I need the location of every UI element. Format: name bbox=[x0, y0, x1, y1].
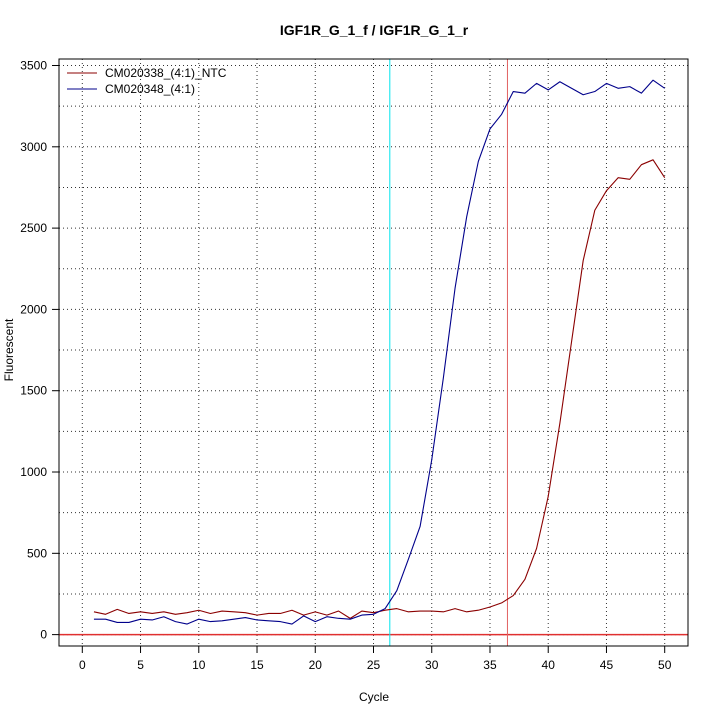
series-line-2 bbox=[93, 79, 666, 625]
y-axis: 0 500 1000 1500 2000 2500 3000 3500 bbox=[20, 59, 59, 642]
x-tick-label: 35 bbox=[483, 658, 497, 672]
grid bbox=[59, 59, 688, 646]
x-tick-label: 0 bbox=[79, 658, 86, 672]
x-tick-label: 5 bbox=[137, 658, 144, 672]
y-tick-label: 500 bbox=[27, 546, 47, 560]
x-tick-label: 30 bbox=[425, 658, 439, 672]
legend: CM020338_(4:1)_NTC CM020348_(4:1) bbox=[67, 66, 227, 96]
y-tick-label: 1500 bbox=[20, 384, 47, 398]
y-tick-label: 3500 bbox=[20, 59, 47, 73]
x-axis: 0 5 10 15 20 25 30 35 40 45 50 bbox=[79, 646, 672, 672]
x-tick-label: 50 bbox=[658, 658, 672, 672]
y-tick-label: 2000 bbox=[20, 302, 47, 316]
x-tick-label: 20 bbox=[309, 658, 323, 672]
x-tick-label: 15 bbox=[250, 658, 264, 672]
y-tick-label: 1000 bbox=[20, 465, 47, 479]
y-axis-label: Fluorescent bbox=[2, 318, 16, 381]
x-tick-label: 40 bbox=[542, 658, 556, 672]
x-tick-label: 45 bbox=[600, 658, 614, 672]
y-tick-label: 3000 bbox=[20, 140, 47, 154]
y-tick-label: 0 bbox=[40, 628, 47, 642]
chart-title: IGF1R_G_1_f / IGF1R_G_1_r bbox=[280, 22, 469, 38]
y-tick-label: 2500 bbox=[20, 221, 47, 235]
x-tick-label: 25 bbox=[367, 658, 381, 672]
legend-label: CM020338_(4:1)_NTC bbox=[105, 66, 227, 80]
legend-label: CM020348_(4:1) bbox=[105, 82, 195, 96]
series-lines bbox=[93, 79, 666, 625]
reference-lines bbox=[59, 59, 688, 646]
x-axis-label: Cycle bbox=[359, 690, 389, 704]
x-tick-label: 10 bbox=[192, 658, 206, 672]
